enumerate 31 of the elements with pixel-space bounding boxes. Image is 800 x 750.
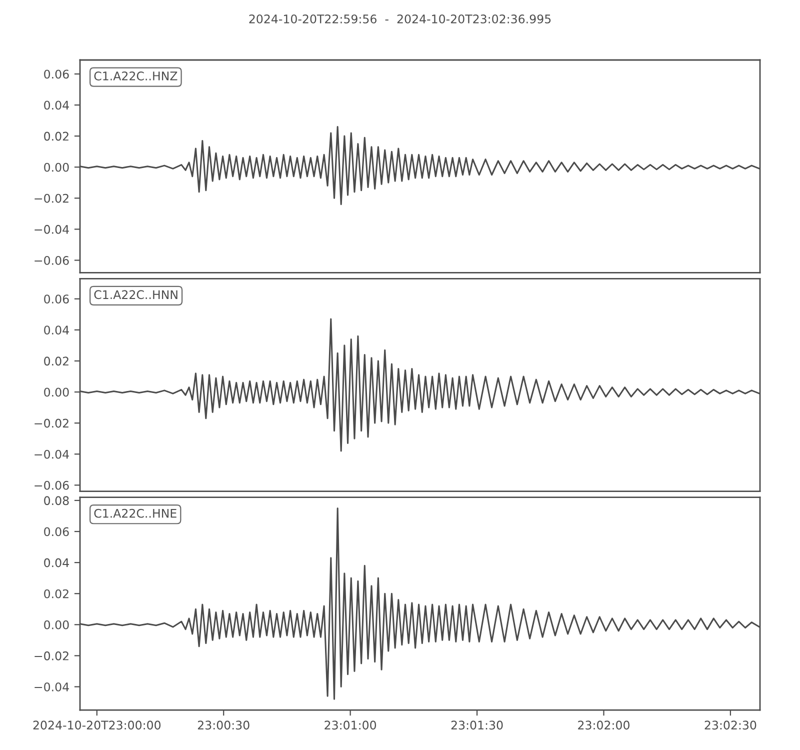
x-tick-label: 23:02:30 [704,720,756,730]
annotation: C1.A22C..HNZ [94,72,178,80]
y-tick-label: 0.00 [44,620,69,630]
annotation: C1.A22C..HNN [94,290,178,300]
y-tick-label: 0.00 [44,388,69,397]
y-tick-label: −0.04 [34,682,69,692]
y-tick-label: 0.04 [44,100,69,110]
y-tick-label: −0.04 [34,224,69,234]
y-tick-label: 0.04 [44,326,69,335]
annotation: C1.A22C..HNE [94,508,176,518]
y-tick-label: 0.02 [44,589,68,598]
x-tick-label: 23:01:30 [451,720,503,730]
y-tick-label: 0.02 [44,132,68,141]
y-tick-label: −0.06 [34,480,69,490]
chart-title: 2024-10-20T22:59:56 - 2024-10-20T23:02:36.995 [249,14,551,24]
y-tick-label: −0.06 [34,256,69,265]
y-tick-label: 0.02 [44,356,68,366]
y-tick-label: 0.00 [44,162,69,172]
y-tick-label: −0.02 [34,418,68,428]
x-tick-label: 2024-10-20T23:00:00 [33,720,161,730]
y-tick-label: −0.04 [34,450,69,459]
y-tick-label: 0.08 [44,496,69,506]
y-tick-label: −0.02 [34,651,68,660]
y-tick-label: 0.06 [44,294,69,304]
x-tick-label: 23:00:30 [198,720,250,730]
y-tick-label: 0.06 [44,527,69,536]
y-tick-label: 0.04 [44,558,69,568]
y-tick-label: −0.02 [34,194,68,203]
x-tick-label: 23:02:00 [578,720,630,730]
y-tick-label: 0.06 [44,70,69,79]
x-tick-label: 23:01:00 [324,720,376,730]
